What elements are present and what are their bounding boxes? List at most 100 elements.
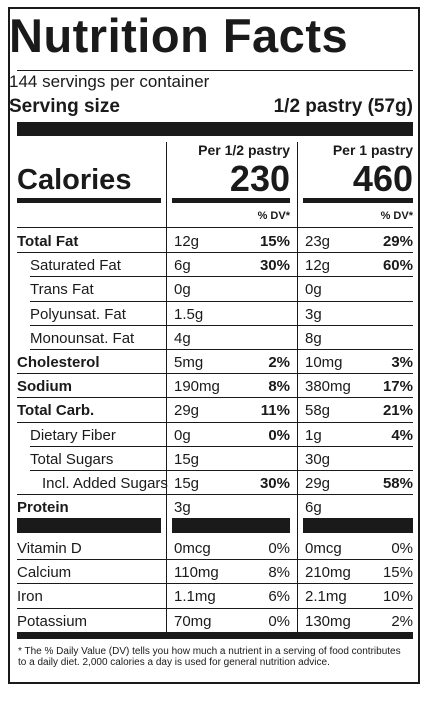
nutrition-facts-panel — [8, 7, 420, 684]
row-divider — [30, 470, 413, 471]
nutrient-label: Total Fat — [17, 233, 79, 250]
dv-per-one: 21% — [382, 402, 413, 420]
calories-label: Calories — [17, 164, 132, 196]
amount-per-one: 8g — [305, 329, 322, 347]
amount-per-half: 12g — [174, 233, 200, 250]
divider — [17, 70, 413, 71]
dv-per-one: 58% — [382, 475, 413, 492]
row-divider — [17, 583, 413, 585]
amount-per-one: 6g — [305, 499, 322, 517]
dv-header-col2: % DV* — [380, 210, 413, 222]
nutrient-label: Monounsat. Fat — [30, 329, 135, 347]
dv-per-half: 30% — [259, 257, 290, 275]
row-divider — [17, 421, 413, 423]
amount-per-half: 15g — [174, 450, 200, 468]
vitamin-bar-left — [17, 518, 161, 533]
amount-per-one: 130mg — [305, 612, 351, 630]
amount-per-half: 110mg — [174, 564, 219, 582]
row-divider — [17, 252, 413, 254]
dv-per-one: 10% — [382, 588, 413, 606]
row-divider — [17, 494, 413, 496]
amount-per-one: 29g — [305, 475, 331, 492]
amount-per-half: 29g — [174, 402, 200, 420]
nutrient-label: Incl. Added Sugars — [42, 475, 168, 492]
serving-size-label: Serving size — [9, 96, 120, 117]
servings-per-container: 144 servings per container — [9, 72, 210, 91]
amount-per-half: 190mg — [174, 378, 220, 396]
dv-per-one: 4% — [391, 426, 413, 444]
amount-per-one: 12g — [305, 257, 331, 275]
dv-per-half: 30% — [259, 475, 290, 492]
amount-per-one: 58g — [305, 402, 331, 420]
dv-per-half: 0% — [268, 540, 290, 557]
nutrient-label: Iron — [17, 588, 43, 606]
column-divider-1 — [166, 142, 167, 632]
nutrient-label: Dietary Fiber — [30, 426, 116, 444]
amount-per-one: 10mg — [305, 354, 343, 371]
amount-per-half: 4g — [174, 329, 191, 347]
label-title: Nutrition Facts — [9, 9, 349, 62]
amount-per-one: 1g — [305, 426, 322, 444]
amount-per-half: 6g — [174, 257, 191, 275]
nutrient-label: Calcium — [17, 564, 72, 582]
dv-per-one: 29% — [382, 233, 413, 250]
dv-per-one: 3% — [391, 354, 413, 371]
nutrient-label: Cholesterol — [17, 354, 100, 371]
dv-per-half: 8% — [268, 378, 290, 396]
row-divider — [30, 276, 413, 278]
amount-per-half: 70mg — [174, 612, 212, 630]
footer-bar — [17, 632, 413, 639]
nutrient-label: Sodium — [17, 378, 72, 396]
nutrient-label: Saturated Fat — [30, 257, 121, 275]
amount-per-half: 15g — [174, 475, 200, 492]
amount-per-half: 1.1mg — [174, 588, 216, 606]
serving-size-value: 1/2 pastry (57g) — [273, 96, 413, 117]
nutrient-label: Total Carb. — [17, 402, 95, 420]
nutrient-label: Potassium — [17, 612, 88, 630]
dv-per-one: 17% — [382, 378, 413, 396]
dv-per-half: 0% — [268, 612, 290, 630]
amount-per-one: 0mcg — [305, 540, 342, 557]
nutrient-label: Trans Fat — [30, 281, 94, 299]
calories-per-one: 460 — [352, 158, 413, 199]
row-divider — [30, 445, 413, 447]
col2-header: Per 1 pastry — [332, 142, 413, 158]
amount-per-one: 380mg — [305, 378, 351, 396]
column-divider-2 — [297, 142, 298, 632]
amount-per-one: 3g — [305, 305, 322, 323]
amount-per-one: 0g — [305, 281, 322, 299]
vitamin-bar-mid — [172, 518, 290, 533]
amount-per-half: 3g — [174, 499, 191, 517]
vitamin-bar-right — [303, 518, 413, 533]
calories-bar-right — [303, 198, 413, 203]
amount-per-one: 2.1mg — [305, 588, 347, 606]
dv-per-half: 8% — [268, 564, 290, 582]
amount-per-one: 23g — [305, 233, 331, 250]
nutrient-label: Vitamin D — [17, 540, 82, 557]
dv-per-half: 15% — [259, 233, 290, 250]
amount-per-half: 0g — [174, 426, 191, 444]
dv-per-one: 0% — [391, 540, 413, 557]
row-divider — [30, 349, 413, 350]
dv-per-one: 60% — [382, 257, 413, 275]
dv-per-one: 15% — [382, 564, 413, 582]
footnote: * The % Daily Value (DV) tells you how m… — [18, 646, 401, 668]
amount-per-half: 0g — [174, 281, 191, 299]
row-divider — [17, 397, 413, 399]
amount-per-half: 5mg — [174, 354, 204, 371]
dv-per-half: 0% — [268, 426, 290, 444]
dv-per-half: 6% — [268, 588, 290, 606]
dv-per-one: 2% — [391, 612, 413, 630]
row-divider — [30, 300, 413, 302]
amount-per-half: 1.5g — [174, 305, 204, 323]
row-divider — [30, 324, 413, 326]
row-divider — [17, 373, 413, 375]
row-divider — [17, 559, 413, 561]
nutrient-label: Protein — [17, 499, 69, 517]
col1-header: Per 1/2 pastry — [198, 142, 290, 158]
nutrient-label: Total Sugars — [30, 450, 114, 468]
calories-bar-mid — [172, 198, 290, 203]
amount-per-one: 30g — [305, 450, 331, 468]
amount-per-half: 0mcg — [174, 540, 211, 557]
divider — [17, 227, 413, 228]
